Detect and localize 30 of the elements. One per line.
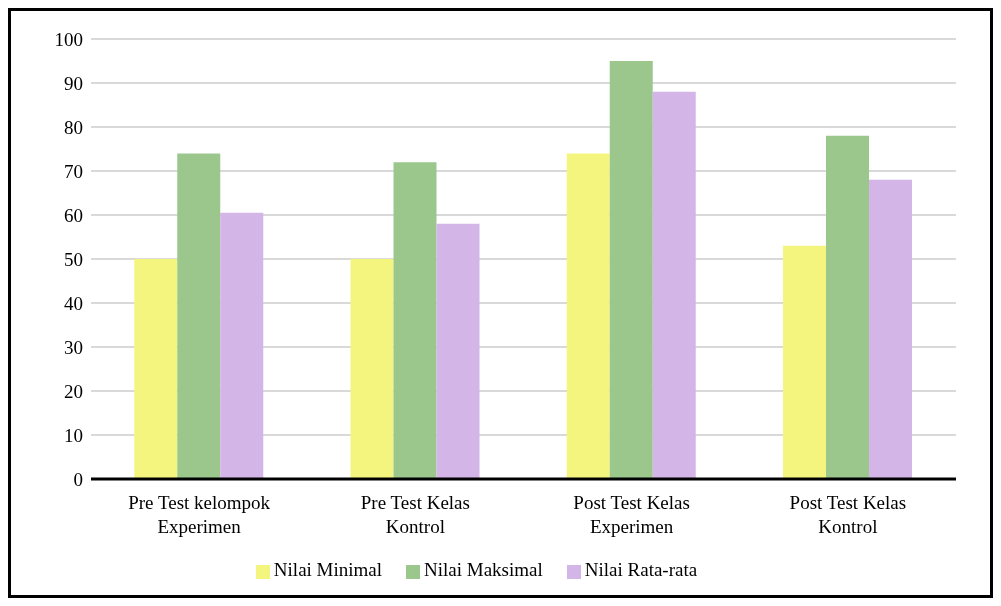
y-tick-label: 50	[64, 248, 83, 270]
bar	[393, 162, 437, 479]
bar	[220, 212, 264, 479]
x-tick-label: Post Test Kelas Experimen	[573, 492, 690, 537]
y-tick-label: 100	[54, 28, 83, 50]
bar	[177, 153, 221, 479]
bar	[783, 245, 826, 479]
y-tick-label: 70	[64, 160, 83, 182]
y-tick-label: 80	[64, 116, 83, 138]
y-tick-label: 0	[73, 468, 83, 490]
y-tick-label: 90	[64, 72, 83, 94]
bar	[869, 179, 912, 479]
legend-label: Nilai Minimal	[273, 559, 383, 580]
bar	[566, 153, 610, 479]
y-tick-label: 60	[64, 204, 83, 226]
bar	[652, 91, 696, 479]
y-tick-label: 40	[64, 292, 83, 314]
y-tick-label: 10	[64, 424, 83, 446]
legend-label: Nilai Maksimal	[424, 559, 543, 580]
x-tick-label: Post Test Kelas Kontrol	[789, 492, 907, 537]
bar	[350, 259, 394, 479]
x-tick-label: Pre Test Kelas Kontrol	[360, 492, 470, 537]
bar	[826, 135, 869, 479]
x-tick-label: Pre Test kelompok Experimen	[128, 492, 271, 537]
y-tick-label: 20	[64, 380, 83, 402]
bar	[134, 259, 178, 479]
bar	[609, 61, 653, 479]
bar	[436, 223, 480, 479]
legend-label: Nilai Rata-rata	[584, 559, 698, 580]
y-tick-label: 30	[64, 336, 83, 358]
